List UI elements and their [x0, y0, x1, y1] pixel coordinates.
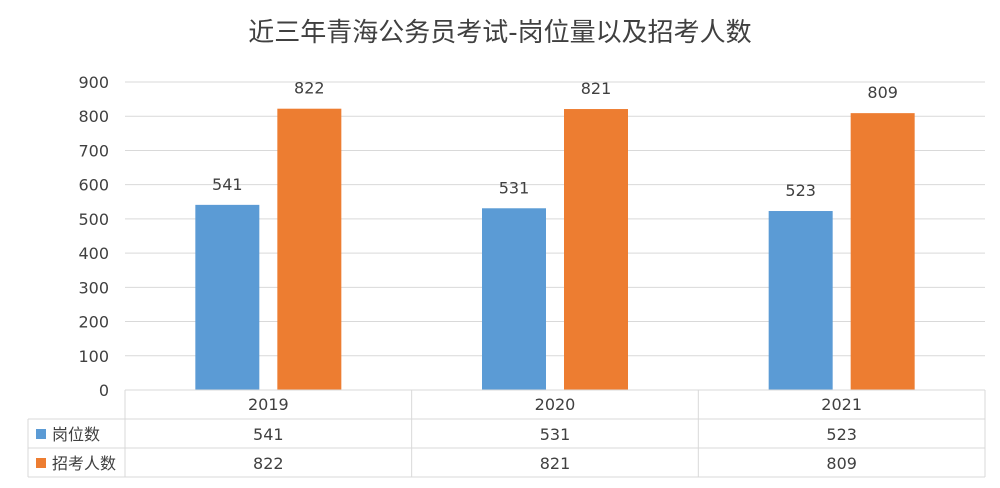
- table-cell: 531: [540, 425, 571, 444]
- bar: [850, 113, 915, 391]
- data-label: 809: [867, 83, 898, 102]
- data-label: 541: [212, 175, 243, 194]
- y-tick-label: 400: [78, 244, 109, 263]
- data-label: 523: [785, 181, 816, 200]
- bar: [482, 208, 546, 390]
- y-tick-label: 200: [78, 313, 109, 332]
- legend-swatch: [36, 429, 46, 439]
- table-cell: 541: [253, 425, 284, 444]
- y-tick-label: 600: [78, 176, 109, 195]
- legend-swatch: [36, 458, 46, 468]
- y-tick-label: 900: [78, 73, 109, 92]
- data-label: 821: [581, 79, 612, 98]
- y-tick-label: 300: [78, 278, 109, 297]
- chart-title: 近三年青海公务员考试-岗位量以及招考人数: [248, 18, 752, 48]
- bar: [564, 109, 628, 390]
- bar: [195, 204, 260, 390]
- legend-label: 岗位数: [52, 425, 100, 444]
- x-tick-label: 2020: [535, 395, 576, 414]
- y-tick-label: 700: [78, 141, 109, 160]
- y-tick-label: 0: [99, 381, 109, 400]
- bar: [768, 211, 833, 390]
- x-tick-label: 2021: [821, 395, 862, 414]
- table-cell: 822: [253, 454, 284, 473]
- legend-label: 招考人数: [52, 454, 116, 473]
- x-tick-label: 2019: [248, 395, 289, 414]
- bar: [277, 108, 342, 391]
- table-cell: 523: [826, 425, 857, 444]
- y-tick-label: 800: [78, 107, 109, 126]
- table-cell: 809: [826, 454, 857, 473]
- data-label: 822: [294, 79, 325, 98]
- y-tick-label: 100: [78, 347, 109, 366]
- data-label: 531: [499, 178, 530, 197]
- y-tick-label: 500: [78, 210, 109, 229]
- table-cell: 821: [540, 454, 571, 473]
